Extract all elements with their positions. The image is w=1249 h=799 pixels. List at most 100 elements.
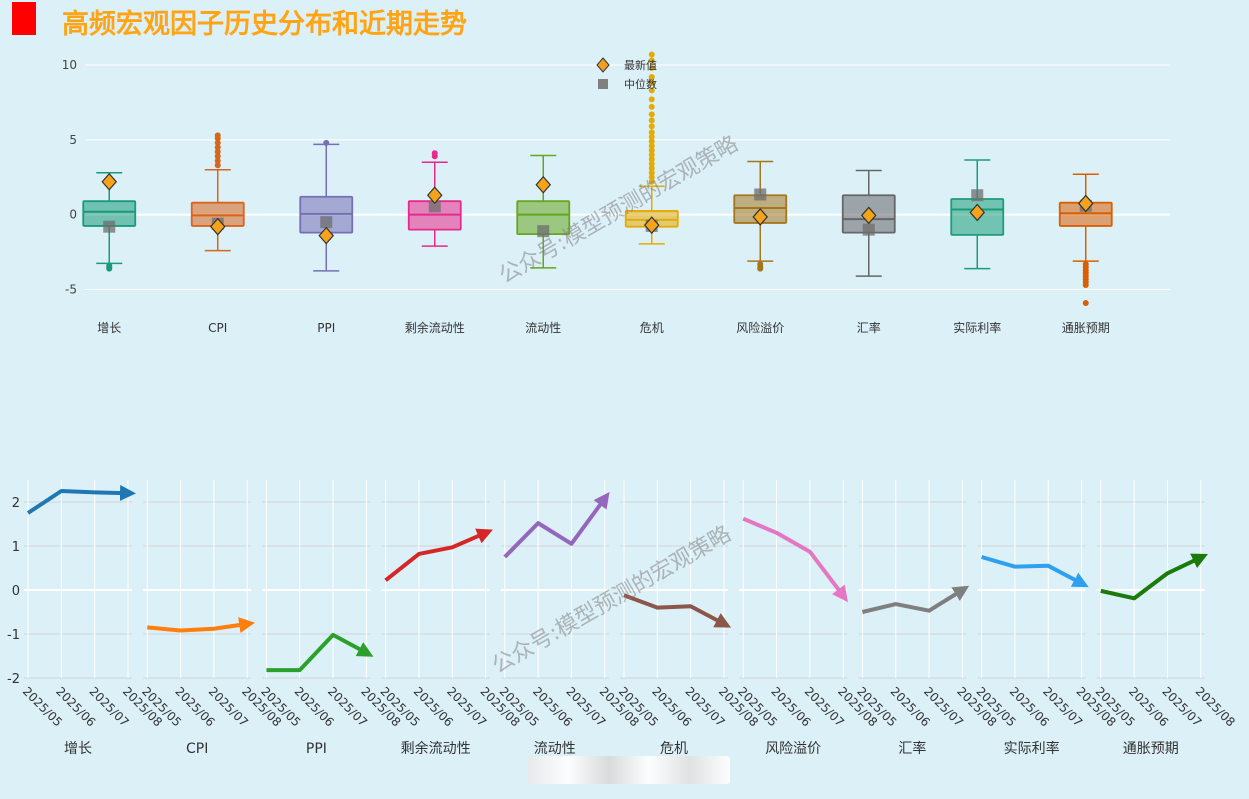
outlier-point: [648, 165, 655, 172]
trend-y-ticks: -2 -1 0 1 2: [7, 496, 20, 687]
box-chart-plot[interactable]: [82, 51, 1113, 307]
legend-label: 最新值: [624, 58, 657, 72]
box-10[interactable]: [1058, 173, 1113, 307]
page-title: 高频宏观因子历史分布和近期走势: [62, 9, 467, 40]
outlier-point: [648, 64, 655, 71]
trend-panels[interactable]: 2025/052025/062025/072025/08增长2025/05202…: [20, 480, 1238, 757]
x-tick-label: 汇率: [857, 320, 881, 335]
y-tick-label: 10: [62, 58, 77, 72]
box-chart-y-ticks: -5 0 5 10: [62, 58, 77, 297]
median-marker: [537, 225, 550, 238]
outlier-point: [648, 96, 655, 103]
panel-title: 风险溢价: [765, 741, 821, 757]
median-marker: [971, 189, 984, 202]
outlier-point: [648, 79, 655, 86]
box-8[interactable]: [841, 169, 896, 277]
panel-title: 流动性: [534, 741, 576, 757]
outlier-point: [648, 117, 655, 124]
trend-line: [147, 617, 256, 633]
outlier-point: [431, 150, 438, 157]
y-tick-label: 0: [69, 208, 77, 222]
legend-diamond-icon: [596, 57, 610, 73]
panel-title: CPI: [186, 741, 208, 757]
outlier-point: [214, 148, 221, 155]
panel-title: 剩余流动性: [401, 740, 471, 757]
latest-marker: [860, 206, 877, 225]
outlier-point: [1082, 300, 1089, 307]
trend-line: [1100, 553, 1209, 601]
box-1[interactable]: [82, 172, 137, 272]
y-tick-label: 2: [12, 496, 20, 511]
box-4[interactable]: [407, 150, 462, 247]
trend-line: [861, 585, 970, 614]
box-3[interactable]: [299, 139, 354, 272]
median-marker: [754, 188, 767, 201]
y-tick-label: -5: [65, 283, 77, 297]
x-tick-label: 实际利率: [953, 320, 1001, 335]
box-9[interactable]: [950, 159, 1005, 270]
x-tick-label: 风险溢价: [736, 320, 784, 335]
latest-marker: [318, 226, 335, 245]
trend-line: [742, 516, 849, 603]
panel-title: PPI: [306, 741, 327, 757]
x-tick-label: 剩余流动性: [405, 320, 465, 335]
x-tick-label: 危机: [640, 321, 664, 335]
outlier-point: [648, 133, 655, 140]
panel-title: 汇率: [898, 740, 926, 757]
outlier-point: [648, 160, 655, 167]
latest-marker: [969, 203, 986, 222]
median-marker: [320, 216, 333, 229]
outlier-point: [757, 265, 764, 272]
outlier-point: [648, 147, 655, 154]
y-tick-label: 5: [69, 133, 77, 147]
panel-title: 危机: [660, 741, 688, 757]
outlier-point: [214, 153, 221, 160]
median-marker: [103, 220, 116, 233]
outlier-point: [648, 138, 655, 145]
outlier-point: [214, 144, 221, 151]
trend-line: [266, 632, 374, 673]
box-7[interactable]: [733, 160, 788, 272]
outlier-point: [648, 142, 655, 149]
y-tick-label: 0: [12, 584, 20, 599]
outlier-point: [214, 157, 221, 164]
panel-title: 通胀预期: [1123, 741, 1179, 757]
latest-marker: [426, 186, 443, 205]
panel-title: 实际利率: [1004, 740, 1060, 757]
latest-marker: [535, 175, 552, 194]
recent-trend-small-multiples: 2025/052025/062025/072025/08增长2025/05202…: [7, 480, 1238, 757]
outlier-point: [648, 151, 655, 158]
trend-line: [26, 484, 136, 515]
legend-item[interactable]: 最新值: [596, 57, 657, 73]
outlier-point: [214, 132, 221, 139]
toolbar-overlay: [528, 756, 730, 784]
outlier-point: [648, 129, 655, 136]
box-2[interactable]: [190, 132, 245, 252]
latest-marker: [1077, 194, 1094, 213]
outlier-point: [648, 73, 655, 80]
outlier-point: [648, 178, 655, 185]
trend-line: [623, 593, 732, 628]
trend-line: [384, 528, 493, 582]
x-tick-label: PPI: [317, 321, 335, 335]
y-tick-label: -1: [7, 628, 20, 643]
box-6[interactable]: [624, 51, 679, 245]
outlier-point: [648, 51, 655, 58]
x-tick-label: 流动性: [525, 321, 561, 335]
median-marker: [428, 200, 441, 213]
box-5[interactable]: [516, 154, 571, 269]
legend-item[interactable]: 中位数: [598, 77, 657, 91]
title-marker: [12, 2, 36, 35]
outlier-point: [1082, 282, 1089, 289]
